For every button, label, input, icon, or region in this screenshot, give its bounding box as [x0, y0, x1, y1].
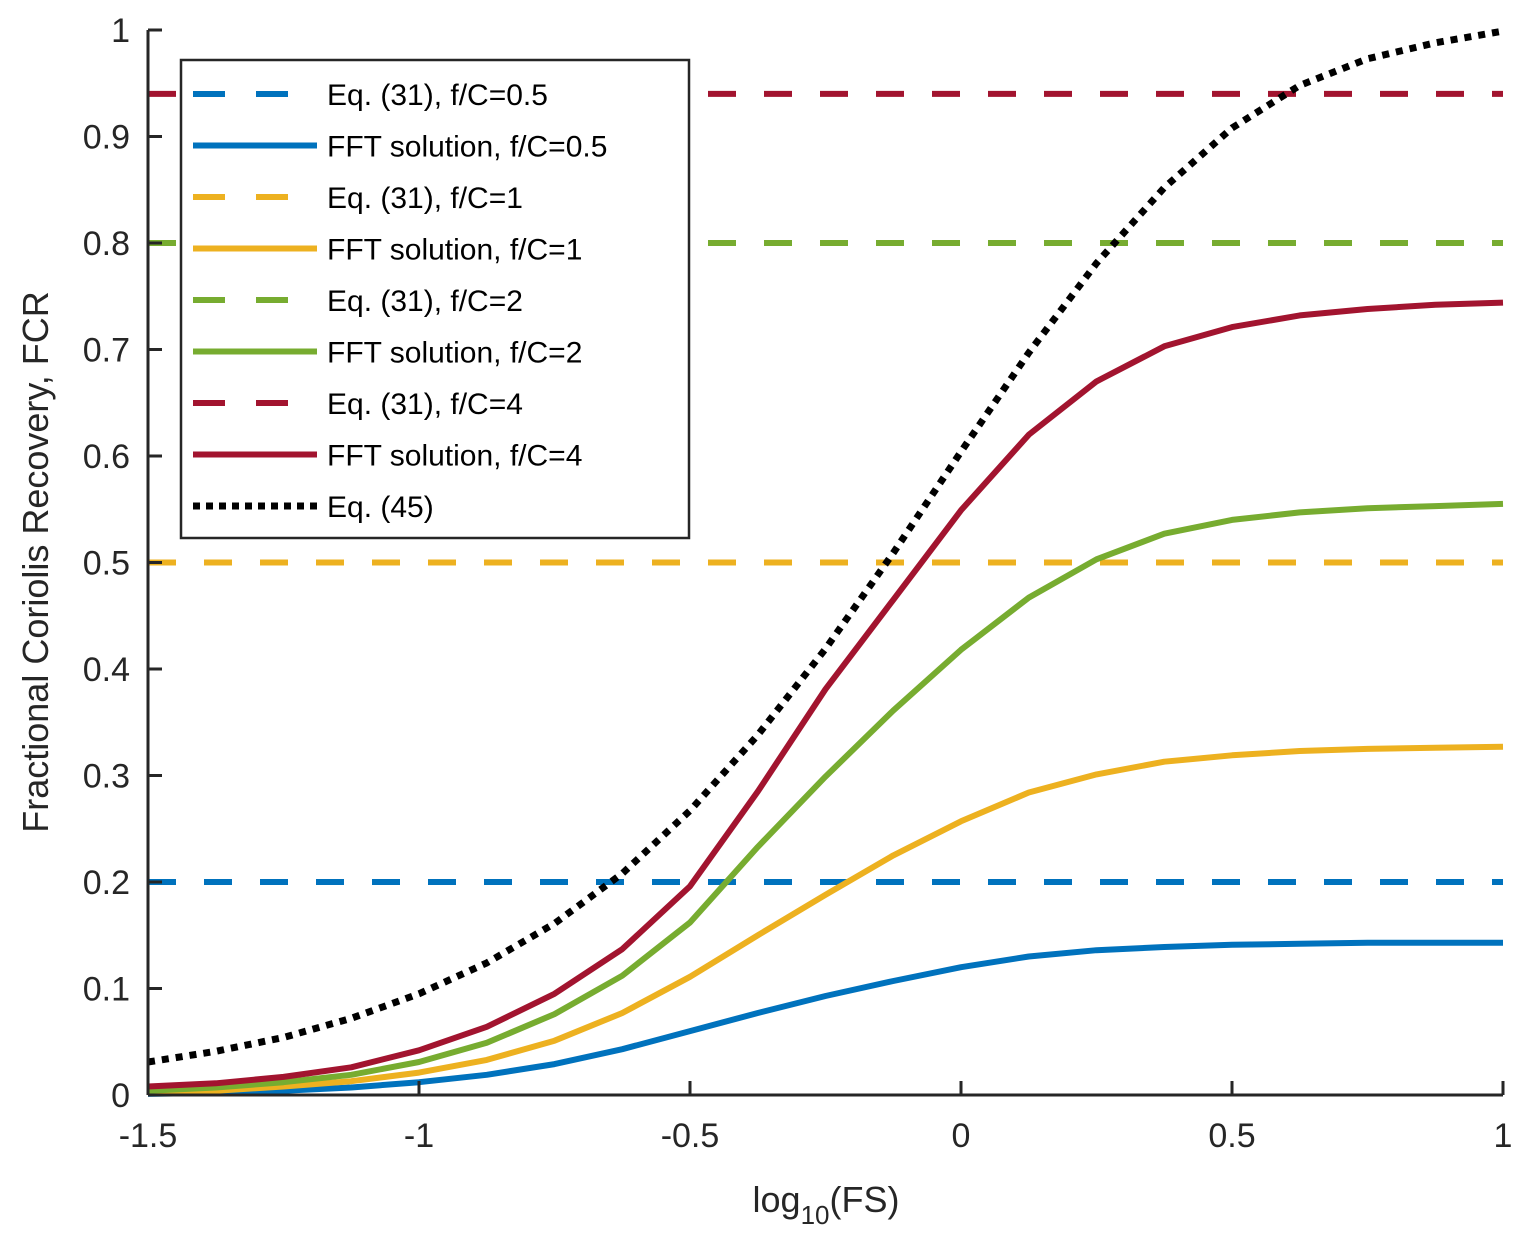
- y-axis-label: Fractional Coriolis Recovery, FCR: [15, 291, 56, 832]
- x-tick-label: -1.5: [119, 1117, 178, 1155]
- x-tick-label: -0.5: [661, 1117, 720, 1155]
- x-tick-label: 0: [952, 1117, 971, 1155]
- y-tick-label: 0.4: [83, 651, 130, 689]
- series-line-fft-solution-f-c-1: [147, 743, 1504, 1096]
- y-ticks: 0 0.1 0.2 0.3 0.4 0.5 0.6 0.7 0.8 0.9 1: [83, 12, 162, 1115]
- series-line-fft-solution-f-c-0-5: [147, 939, 1503, 1097]
- x-tick-label: -1: [404, 1117, 434, 1155]
- legend-label: Eq. (31), f/C=2: [327, 285, 523, 318]
- y-tick-label: 0.1: [83, 971, 130, 1009]
- y-tick-label: 0.3: [83, 758, 130, 796]
- legend-label: FFT solution, f/C=1: [327, 234, 582, 267]
- legend-item: FFT solution, f/C=2: [193, 337, 582, 370]
- legend-label: FFT solution, f/C=2: [327, 337, 582, 370]
- legend-label: Eq. (31), f/C=4: [327, 388, 523, 421]
- legend-item: Eq. (31), f/C=1: [193, 182, 523, 215]
- series-line-fft-solution-f-c-4: [147, 299, 1504, 1090]
- legend-label: FFT solution, f/C=4: [327, 440, 582, 473]
- y-tick-label: 0.6: [83, 438, 130, 476]
- y-tick-label: 0.2: [83, 864, 130, 902]
- x-axis-label: log10(FS): [753, 1179, 900, 1230]
- legend-item: Eq. (31), f/C=2: [193, 285, 523, 318]
- legend-label: Eq. (31), f/C=0.5: [327, 79, 548, 112]
- y-tick-label: 0.7: [83, 332, 130, 370]
- legend-item: FFT solution, f/C=4: [193, 440, 582, 473]
- legend-item: Eq. (31), f/C=0.5: [193, 79, 548, 112]
- x-tick-label: 1: [1494, 1117, 1513, 1155]
- y-tick-label: 0.9: [83, 119, 130, 157]
- x-axis-label-subscript: 10: [801, 1200, 830, 1230]
- x-ticks: -1.5 -1 -0.5 0 0.5 1: [119, 1081, 1513, 1155]
- legend-label: FFT solution, f/C=0.5: [327, 131, 607, 164]
- legend-item: Eq. (31), f/C=4: [193, 388, 523, 421]
- x-axis-label-tail: (FS): [829, 1179, 899, 1220]
- y-tick-label: 0.5: [83, 545, 130, 583]
- legend-item: Eq. (45): [193, 491, 434, 524]
- legend-item: FFT solution, f/C=0.5: [193, 131, 607, 164]
- x-axis-label-base: log: [753, 1179, 801, 1220]
- legend-label: Eq. (45): [327, 491, 434, 524]
- legend-item: FFT solution, f/C=1: [193, 234, 582, 267]
- y-tick-label: 1: [111, 12, 130, 50]
- legend-label: Eq. (31), f/C=1: [327, 182, 523, 215]
- y-tick-label: 0.8: [83, 225, 130, 263]
- x-tick-label: 0.5: [1208, 1117, 1255, 1155]
- legend: Eq. (31), f/C=0.5 FFT solution, f/C=0.5 Eq…: [179, 58, 691, 540]
- y-tick-label: 0: [111, 1077, 130, 1115]
- series-line-fft-solution-f-c-2: [147, 500, 1504, 1094]
